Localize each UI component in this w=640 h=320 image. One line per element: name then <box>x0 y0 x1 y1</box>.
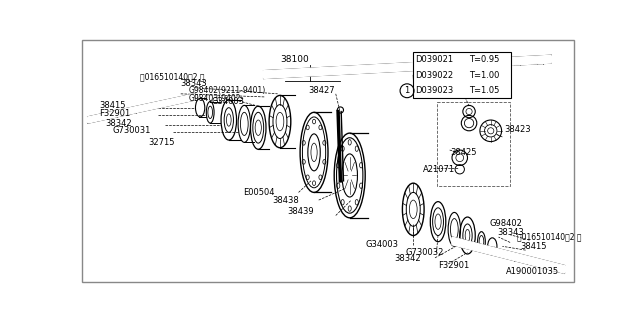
Text: T=0.95: T=0.95 <box>469 55 499 64</box>
Text: 38343: 38343 <box>497 228 524 237</box>
Text: 32715: 32715 <box>148 138 175 147</box>
Text: A190001035: A190001035 <box>506 267 559 276</box>
Text: T=1.00: T=1.00 <box>469 71 499 80</box>
Text: 1: 1 <box>404 86 410 95</box>
Bar <box>413 52 511 99</box>
Text: G98402(9211-9401): G98402(9211-9401) <box>189 86 266 95</box>
Text: 38423: 38423 <box>505 125 531 134</box>
Polygon shape <box>264 55 551 78</box>
Text: ⒱016510140（2 ）: ⒱016510140（2 ） <box>517 233 582 242</box>
Text: G730032: G730032 <box>406 248 444 257</box>
Text: 38415: 38415 <box>520 242 547 251</box>
Text: 38415: 38415 <box>99 101 126 110</box>
Text: D039022: D039022 <box>415 71 454 80</box>
Text: F32901: F32901 <box>99 108 131 117</box>
Polygon shape <box>88 94 195 123</box>
Text: A21071: A21071 <box>422 165 454 174</box>
Text: 38439: 38439 <box>288 207 314 216</box>
Text: F32901: F32901 <box>438 261 469 270</box>
Text: G730031: G730031 <box>113 126 151 135</box>
Text: 38342: 38342 <box>105 119 131 128</box>
Text: 38343: 38343 <box>180 78 207 88</box>
Text: G34003: G34003 <box>365 240 398 249</box>
Text: E00504: E00504 <box>243 188 275 197</box>
Text: ⒱016510140（2 ）: ⒱016510140（2 ） <box>140 72 205 81</box>
Text: G98402: G98402 <box>489 219 522 228</box>
Text: G98403(9402-: G98403(9402- <box>189 94 244 103</box>
Text: T=1.05: T=1.05 <box>469 86 499 95</box>
Text: 38425: 38425 <box>451 148 477 157</box>
Text: 38425: 38425 <box>463 83 490 92</box>
Text: D039023: D039023 <box>415 86 454 95</box>
Bar <box>436 101 510 186</box>
Text: 38427: 38427 <box>308 86 335 95</box>
Polygon shape <box>452 237 564 273</box>
Text: 38438: 38438 <box>272 196 299 204</box>
Text: 38342: 38342 <box>394 254 420 263</box>
Text: D039021: D039021 <box>415 55 454 64</box>
Text: G34003: G34003 <box>212 97 244 106</box>
Text: 38100: 38100 <box>280 55 308 64</box>
